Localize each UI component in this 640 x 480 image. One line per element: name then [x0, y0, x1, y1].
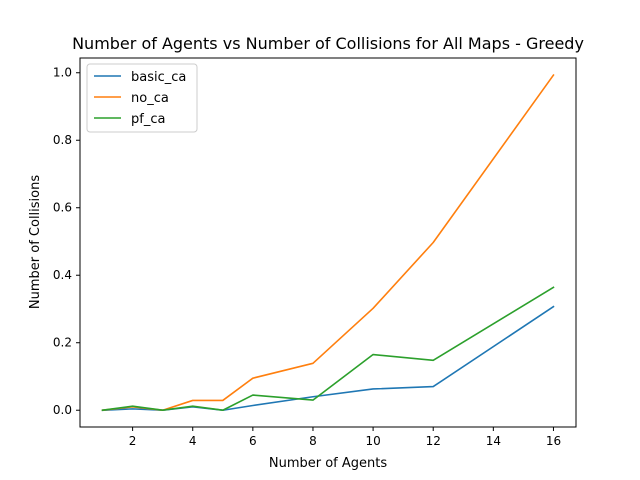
y-tick-label: 0.4 — [53, 268, 72, 282]
series-line-pf-ca — [101, 286, 555, 412]
legend-label-pf-ca: pf_ca — [131, 112, 165, 127]
legend-label-no-ca: no_ca — [131, 91, 169, 106]
x-tick-label: 16 — [546, 434, 561, 448]
x-tick-label: 4 — [189, 434, 197, 448]
x-axis: 2 4 6 8 10 12 14 16 — [129, 427, 561, 448]
y-axis: 0.0 0.2 0.4 0.6 0.8 1.0 — [53, 66, 80, 417]
legend-label-basic-ca: basic_ca — [131, 70, 186, 85]
y-tick-label: 0.2 — [53, 336, 72, 350]
plot-area — [79, 57, 577, 428]
x-tick-label: 14 — [486, 434, 501, 448]
y-tick-label: 0.6 — [53, 201, 72, 215]
x-axis-label: Number of Agents — [269, 456, 387, 471]
chart-title: Number of Agents vs Number of Collisions… — [72, 34, 584, 53]
x-tick-label: 2 — [129, 434, 137, 448]
y-tick-label: 1.0 — [53, 66, 72, 80]
legend: basic_ca no_ca pf_ca — [86, 63, 198, 133]
y-tick-label: 0.8 — [53, 133, 72, 147]
series-line-basic-ca — [101, 305, 555, 412]
x-tick-label: 12 — [426, 434, 441, 448]
legend-box — [86, 63, 198, 133]
x-tick-label: 8 — [309, 434, 317, 448]
y-tick-label: 0.0 — [53, 403, 72, 417]
x-tick-label: 10 — [365, 434, 380, 448]
plot-frame — [79, 57, 577, 428]
y-axis-label: Number of Collisions — [28, 175, 43, 309]
x-tick-label: 6 — [249, 434, 257, 448]
